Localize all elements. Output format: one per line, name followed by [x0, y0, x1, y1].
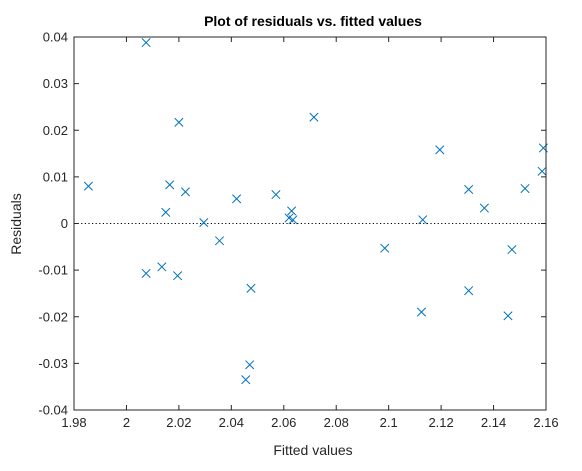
- data-point: [271, 190, 281, 200]
- x-tick-label: 2.12: [428, 415, 453, 430]
- data-point: [232, 194, 242, 204]
- y-tick-label: 0.01: [43, 169, 68, 184]
- y-tick-label: 0.04: [43, 30, 68, 45]
- y-tick-label: -0.04: [38, 403, 68, 418]
- data-point: [479, 203, 489, 213]
- data-point: [174, 117, 184, 127]
- x-tick-label: 1.98: [61, 415, 86, 430]
- data-point: [435, 145, 445, 155]
- data-point: [241, 375, 251, 385]
- x-tick-label: 2.02: [166, 415, 191, 430]
- data-point: [141, 268, 151, 278]
- data-point: [83, 181, 93, 191]
- data-point: [180, 187, 190, 197]
- data-point: [520, 183, 530, 194]
- data-point: [288, 215, 298, 225]
- x-tick-label: 2.16: [533, 415, 558, 430]
- data-point: [464, 286, 474, 296]
- x-tick-label: 2.04: [219, 415, 244, 430]
- y-tick-label: 0: [61, 216, 68, 231]
- y-tick-label: -0.02: [38, 309, 68, 324]
- data-point: [173, 271, 183, 281]
- data-point: [507, 245, 517, 255]
- data-point: [416, 307, 426, 317]
- x-tick-label: 2.08: [324, 415, 349, 430]
- chart-title: Plot of residuals vs. fitted values: [204, 13, 422, 29]
- y-tick-label: 0.02: [43, 123, 68, 138]
- data-point: [503, 311, 513, 321]
- y-tick-label: 0.03: [43, 76, 68, 91]
- x-tick-label: 2: [123, 415, 130, 430]
- data-point: [246, 283, 256, 293]
- data-point: [199, 218, 209, 228]
- data-point: [309, 112, 319, 122]
- x-tick-label: 2.14: [481, 415, 506, 430]
- y-axis-ticks: -0.04 -0.03 -0.02 -0.01 0 0.01 0.02 0.03 0.04: [38, 30, 546, 418]
- x-axis-ticks: 1.98 2 2.02 2.04 2.06 2.08 2.1 2.12 2.14 2.16: [61, 37, 559, 430]
- data-point: [537, 166, 547, 176]
- data-point: [245, 360, 255, 370]
- x-axis-label: Fitted values: [273, 442, 352, 458]
- data-point: [157, 262, 167, 272]
- y-tick-label: -0.03: [38, 356, 68, 371]
- x-tick-label: 2.06: [271, 415, 296, 430]
- data-point: [214, 236, 225, 246]
- x-tick-label: 2.1: [380, 415, 398, 430]
- data-point: [141, 38, 151, 48]
- data-point: [165, 180, 175, 190]
- data-points-layer: [83, 38, 548, 385]
- data-point: [464, 184, 474, 195]
- data-point: [418, 215, 428, 225]
- data-point: [161, 207, 171, 217]
- y-tick-label: -0.01: [38, 263, 68, 278]
- y-axis-label: Residuals: [8, 193, 24, 254]
- data-point: [287, 206, 297, 216]
- data-point: [380, 243, 390, 253]
